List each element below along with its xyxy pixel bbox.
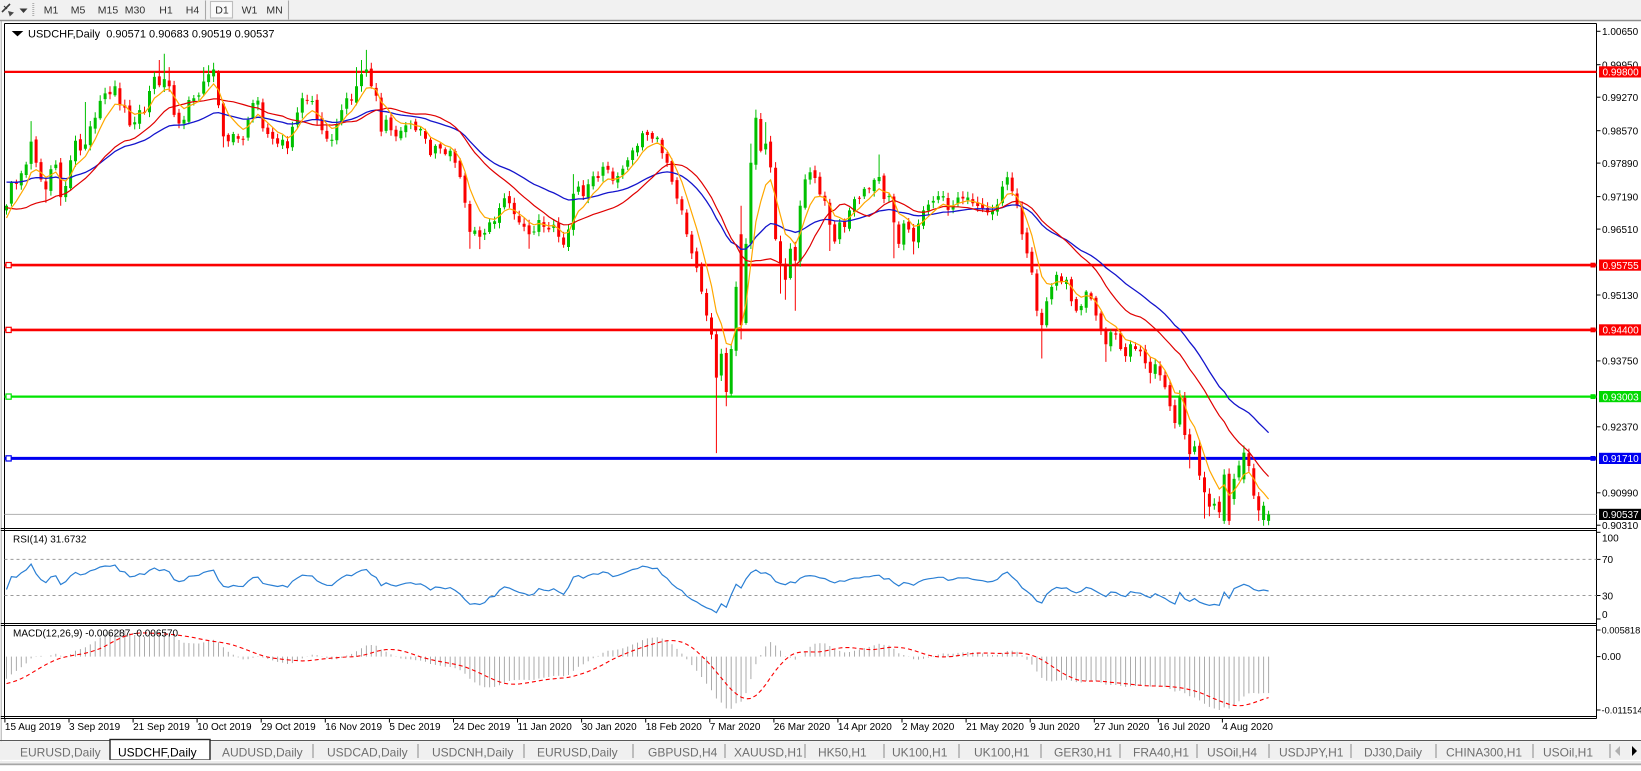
svg-text:5 Dec 2019: 5 Dec 2019 [389, 722, 441, 733]
svg-text:0.00: 0.00 [1602, 652, 1622, 663]
svg-text:M15: M15 [98, 5, 119, 17]
svg-text:0.90990: 0.90990 [1602, 489, 1639, 500]
svg-text:9 Jun 2020: 9 Jun 2020 [1030, 722, 1080, 733]
svg-text:15 Aug 2019: 15 Aug 2019 [5, 722, 62, 733]
svg-text:24 Dec 2019: 24 Dec 2019 [454, 722, 511, 733]
svg-text:0.96510: 0.96510 [1602, 225, 1639, 236]
svg-text:27 Jun 2020: 27 Jun 2020 [1094, 722, 1149, 733]
svg-text:USDCHF,Daily: USDCHF,Daily [118, 745, 197, 759]
svg-text:7 Mar 2020: 7 Mar 2020 [710, 722, 761, 733]
svg-text:0.97890: 0.97890 [1602, 159, 1639, 170]
svg-text:MN: MN [266, 5, 282, 17]
svg-text:MACD(12,26,9) -0.006287 -0.006: MACD(12,26,9) -0.006287 -0.006570 [13, 629, 179, 640]
svg-text:HK50,H1: HK50,H1 [818, 745, 867, 759]
svg-text:H4: H4 [186, 5, 200, 17]
svg-text:0.91710: 0.91710 [1603, 454, 1640, 465]
svg-text:0.97190: 0.97190 [1602, 192, 1639, 203]
svg-text:18 Feb 2020: 18 Feb 2020 [646, 722, 703, 733]
svg-text:GBPUSD,H4: GBPUSD,H4 [648, 745, 718, 759]
svg-text:0.005818: 0.005818 [1602, 626, 1641, 636]
svg-text:0.93750: 0.93750 [1602, 357, 1639, 368]
svg-text:0.99800: 0.99800 [1603, 68, 1640, 79]
svg-text:16 Nov 2019: 16 Nov 2019 [325, 722, 382, 733]
svg-text:3 Sep 2019: 3 Sep 2019 [69, 722, 121, 733]
svg-text:0.95130: 0.95130 [1602, 291, 1639, 302]
svg-text:16 Jul 2020: 16 Jul 2020 [1158, 722, 1210, 733]
svg-text:USOil,H4: USOil,H4 [1207, 745, 1257, 759]
svg-text:1.00650: 1.00650 [1602, 27, 1639, 38]
svg-text:USDCAD,Daily: USDCAD,Daily [327, 745, 408, 759]
svg-text:-0.011514: -0.011514 [1602, 706, 1641, 716]
svg-text:GER30,H1: GER30,H1 [1054, 745, 1112, 759]
svg-text:0.99270: 0.99270 [1602, 93, 1639, 104]
svg-text:29 Oct 2019: 29 Oct 2019 [261, 722, 316, 733]
svg-text:0.92370: 0.92370 [1602, 423, 1639, 434]
svg-text:H1: H1 [159, 5, 173, 17]
svg-text:0.90310: 0.90310 [1602, 521, 1639, 532]
svg-text:M5: M5 [71, 5, 86, 17]
svg-text:21 May 2020: 21 May 2020 [966, 722, 1024, 733]
svg-text:70: 70 [1602, 555, 1614, 566]
svg-text:UK100,H1: UK100,H1 [974, 745, 1030, 759]
svg-text:14 Apr 2020: 14 Apr 2020 [838, 722, 892, 733]
svg-text:2 May 2020: 2 May 2020 [902, 722, 955, 733]
svg-text:W1: W1 [242, 5, 258, 17]
svg-text:EURUSD,Daily: EURUSD,Daily [537, 745, 618, 759]
svg-text:USDCHF,Daily 0.90571 0.90683: USDCHF,Daily 0.90571 0.90683 0.90519 0.9… [28, 28, 274, 40]
svg-text:30: 30 [1602, 591, 1614, 602]
svg-text:11 Jan 2020: 11 Jan 2020 [518, 722, 573, 733]
svg-text:10 Oct 2019: 10 Oct 2019 [197, 722, 252, 733]
svg-text:0.93003: 0.93003 [1603, 392, 1640, 403]
svg-text:USOil,H1: USOil,H1 [1543, 745, 1593, 759]
svg-text:100: 100 [1602, 534, 1619, 545]
svg-text:FRA40,H1: FRA40,H1 [1133, 745, 1189, 759]
svg-text:CHINA300,H1: CHINA300,H1 [1446, 745, 1522, 759]
svg-text:30 Jan 2020: 30 Jan 2020 [582, 722, 637, 733]
svg-text:RSI(14) 31.6732: RSI(14) 31.6732 [13, 535, 87, 546]
svg-text:USDJPY,H1: USDJPY,H1 [1279, 745, 1344, 759]
svg-text:D1: D1 [215, 5, 229, 17]
svg-text:21 Sep 2019: 21 Sep 2019 [133, 722, 190, 733]
svg-text:DJ30,Daily: DJ30,Daily [1364, 745, 1422, 759]
svg-text:XAUUSD,H1: XAUUSD,H1 [734, 745, 803, 759]
svg-text:EURUSD,Daily: EURUSD,Daily [20, 745, 101, 759]
svg-text:0.95755: 0.95755 [1603, 261, 1640, 272]
svg-text:UK100,H1: UK100,H1 [892, 745, 948, 759]
svg-text:M30: M30 [125, 5, 146, 17]
svg-text:0.90537: 0.90537 [1603, 510, 1640, 521]
svg-text:USDCNH,Daily: USDCNH,Daily [432, 745, 513, 759]
svg-text:0: 0 [1602, 610, 1608, 621]
svg-text:0.94400: 0.94400 [1603, 326, 1640, 337]
svg-text:0.98570: 0.98570 [1602, 127, 1639, 138]
svg-text:AUDUSD,Daily: AUDUSD,Daily [222, 745, 303, 759]
svg-text:26 Mar 2020: 26 Mar 2020 [774, 722, 831, 733]
svg-text:M1: M1 [44, 5, 59, 17]
svg-text:4 Aug 2020: 4 Aug 2020 [1222, 722, 1273, 733]
